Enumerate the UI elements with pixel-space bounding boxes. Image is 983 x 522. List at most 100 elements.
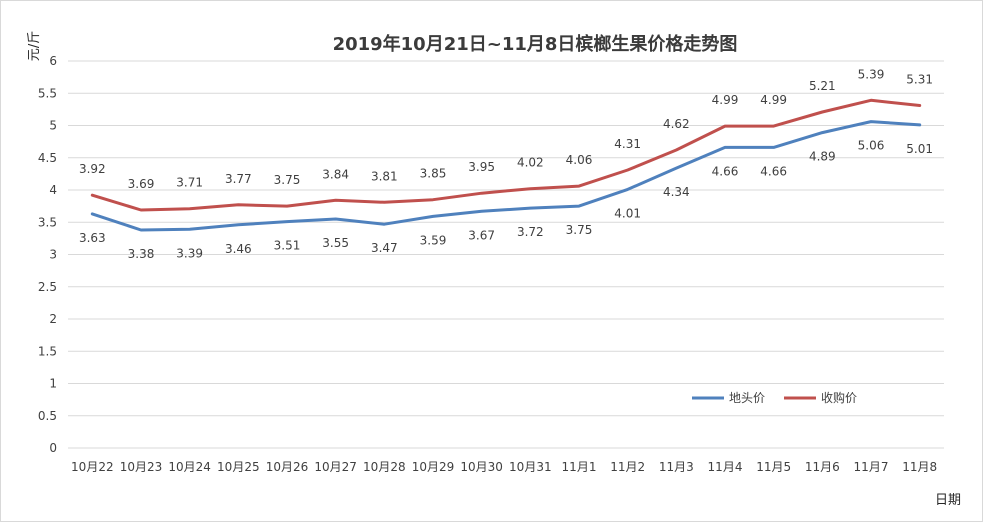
data-point [91,212,94,215]
series-line-0 [90,120,922,232]
data-point [432,198,435,201]
y-tick-label: 5 [49,119,57,133]
data-label: 3.92 [79,162,106,176]
data-label: 3.69 [128,177,155,191]
data-label: 3.59 [420,233,447,247]
x-tick-label: 11月2 [610,460,645,474]
legend-label: 收购价 [821,390,857,405]
data-point [821,131,824,134]
data-point [724,125,727,128]
data-label: 3.85 [420,167,447,181]
data-label: 3.67 [468,228,495,242]
x-tick-label: 10月26 [266,460,309,474]
data-label: 4.62 [663,117,690,131]
data-label: 4.34 [663,185,690,199]
data-point [675,167,678,170]
data-point [918,104,921,107]
x-tick-label: 10月23 [120,460,163,474]
data-label: 4.99 [712,93,739,107]
data-point [237,223,240,226]
x-tick-label: 10月22 [71,460,114,474]
y-tick-label: 3.5 [38,215,57,229]
data-label: 3.84 [322,167,349,181]
data-label: 5.31 [906,73,933,87]
data-label: 5.06 [858,139,885,153]
x-tick-label: 10月25 [217,460,260,474]
x-tick-label: 11月5 [756,460,791,474]
data-point [480,192,483,195]
data-point [286,205,289,208]
data-label: 3.71 [176,176,203,190]
data-label: 3.72 [517,225,544,239]
data-label: 3.63 [79,231,106,245]
series-line-1 [90,98,922,212]
data-point [383,201,386,204]
y-tick-label: 5.5 [38,86,57,100]
data-label: 4.01 [614,206,641,220]
data-point [188,207,191,210]
data-point [626,188,629,191]
data-point [821,110,824,113]
x-axis-label: 日期 [935,493,961,508]
data-point [383,223,386,226]
data-point [626,169,629,172]
data-point [578,205,581,208]
legend-label: 地头价 [729,391,765,405]
data-point [918,123,921,126]
data-label: 3.75 [566,223,593,237]
x-tick-label: 11月8 [902,460,937,474]
data-label: 4.06 [566,153,593,167]
data-point [772,125,775,128]
x-tick-label: 10月28 [363,460,406,474]
data-label: 4.66 [712,164,739,178]
y-tick-label: 4.5 [38,151,57,165]
data-point [140,208,143,211]
data-point [772,146,775,149]
data-label: 3.77 [225,172,252,186]
data-point [432,215,435,218]
y-tick-label: 0 [49,441,57,455]
x-tick-label: 10月31 [509,460,552,474]
data-label: 3.39 [176,246,203,260]
data-label: 4.89 [809,150,836,164]
data-label: 3.75 [274,173,301,187]
x-tick-label: 11月4 [708,460,743,474]
data-labels: 3.63 3.38 3.39 3.46 3.51 3.55 3.47 3.59 3.67 3.72… [79,67,933,261]
data-point [529,187,532,190]
series-lines [90,98,922,232]
data-point [480,210,483,213]
data-label: 3.51 [274,239,301,253]
x-tick-label: 10月27 [314,460,357,474]
y-tick-label: 4 [49,183,57,197]
data-label: 4.02 [517,156,544,170]
data-point [578,185,581,188]
y-tick-label: 0.5 [38,409,57,423]
data-point [529,207,532,210]
legend: 地头价 收购价 [692,390,857,405]
data-label: 4.31 [614,137,641,151]
y-axis-label: 元/斤 [27,31,42,61]
data-point [334,199,337,202]
data-point [91,194,94,197]
data-point [188,228,191,231]
y-tick-label: 1.5 [38,344,57,358]
y-tick-label: 2.5 [38,280,57,294]
data-label: 3.55 [322,236,349,250]
data-point [286,220,289,223]
data-point [140,228,143,231]
data-label: 5.01 [906,142,933,156]
x-tick-label: 11月3 [659,460,694,474]
data-point [237,203,240,206]
y-tick-label: 1 [49,377,57,391]
data-label: 3.81 [371,169,398,183]
x-tick-label: 11月7 [854,460,889,474]
data-label: 3.46 [225,242,252,256]
data-point [334,218,337,221]
data-label: 3.47 [371,241,398,255]
data-point [675,149,678,152]
data-point [870,120,873,123]
x-tick-label: 10月30 [460,460,503,474]
x-tick-label: 10月29 [412,460,455,474]
data-label: 4.66 [760,164,787,178]
